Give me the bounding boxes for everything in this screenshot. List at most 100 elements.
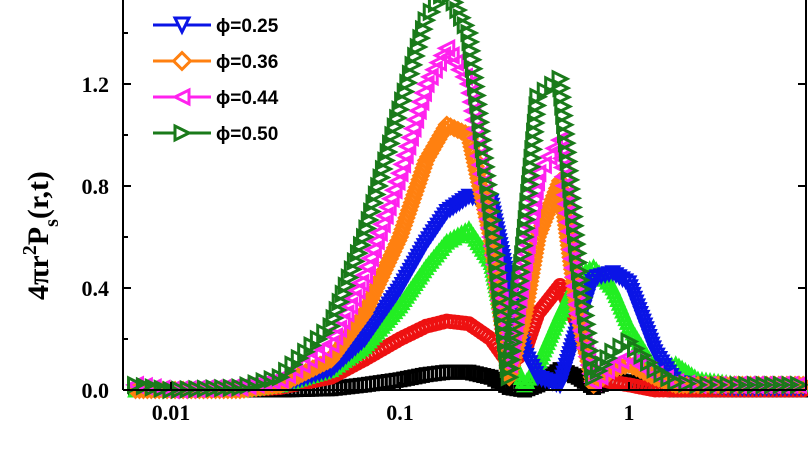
data-point	[360, 248, 379, 268]
data-point	[567, 234, 587, 254]
data-point	[454, 193, 472, 210]
data-point	[436, 38, 456, 58]
data-point	[563, 188, 583, 208]
data-point	[205, 378, 225, 398]
data-point	[402, 119, 422, 139]
data-point	[555, 106, 575, 126]
data-point	[127, 375, 146, 395]
data-point	[699, 375, 719, 395]
data-point	[374, 206, 394, 226]
data-point	[363, 240, 382, 260]
data-point	[346, 281, 366, 300]
data-point	[709, 375, 729, 395]
data-point	[400, 128, 419, 147]
data-point	[599, 348, 619, 368]
data-point	[419, 67, 439, 87]
legend-entry: ϕ=0.44	[153, 87, 279, 109]
legend-entry: ϕ=0.25	[153, 16, 279, 37]
data-point	[566, 216, 585, 236]
data-point	[746, 375, 766, 395]
data-point	[441, 201, 459, 219]
data-point	[153, 379, 173, 399]
data-point	[564, 197, 584, 217]
data-point	[389, 163, 409, 183]
data-point	[438, 204, 456, 221]
data-point	[454, 67, 473, 87]
data-point	[764, 375, 784, 395]
data-point	[354, 265, 374, 285]
x-axis-label: r	[448, 444, 461, 455]
data-point	[553, 87, 573, 107]
data-point	[450, 195, 468, 213]
data-point	[565, 207, 585, 227]
data-point	[392, 154, 412, 174]
data-point	[306, 344, 326, 364]
data-point	[371, 214, 391, 234]
y-tick-label: 0.0	[82, 378, 110, 403]
legend-label: ϕ=0.44	[216, 88, 279, 109]
legend: ϕ=0.25 ϕ=0.36 ϕ=0.44 ϕ=0.50	[153, 16, 279, 145]
data-point	[556, 115, 575, 135]
data-point	[214, 378, 234, 398]
legend-marker	[173, 123, 193, 143]
data-point	[790, 375, 808, 395]
data-point	[755, 375, 775, 395]
x-tick-label: 0.1	[386, 400, 414, 425]
data-point	[594, 355, 614, 374]
x-tick-label: 1	[624, 400, 635, 425]
data-point	[729, 375, 749, 395]
data-point	[445, 53, 465, 73]
data-point	[343, 288, 362, 308]
data-point	[432, 46, 452, 65]
data-point	[557, 133, 577, 153]
data-point	[558, 142, 578, 162]
legend-label: ϕ=0.25	[216, 16, 279, 37]
data-point	[386, 172, 406, 192]
data-point	[551, 69, 571, 89]
data-point	[583, 372, 603, 392]
data-point	[559, 152, 579, 171]
series-ϕ=0.50	[127, 0, 808, 400]
data-point	[667, 372, 687, 392]
legend-marker	[171, 87, 191, 107]
data-point	[444, 199, 462, 217]
data-point	[447, 197, 465, 215]
data-point	[365, 231, 385, 251]
legend-label: ϕ=0.36	[216, 52, 278, 73]
data-point	[413, 83, 432, 103]
y-axis-label: 4πr2Ps(r,t)	[19, 171, 63, 300]
series-ϕ=0.36	[126, 115, 808, 400]
data-point	[557, 124, 576, 144]
data-point	[560, 161, 580, 181]
data-point	[350, 273, 370, 293]
y-tick-label: 1.2	[82, 72, 110, 97]
data-point	[410, 92, 430, 112]
data-point	[423, 60, 443, 80]
data-point	[313, 339, 333, 359]
legend-label: ϕ=0.50	[216, 124, 278, 145]
axes: 0.0 0.4 0.8 1.2 0.01 0.1 1	[82, 0, 807, 425]
data-point	[678, 374, 698, 394]
data-point	[772, 375, 792, 395]
data-point	[689, 375, 709, 395]
legend-marker	[172, 16, 192, 36]
data-point	[562, 179, 582, 199]
data-point	[357, 257, 376, 277]
data-point	[738, 375, 758, 395]
data-point	[781, 375, 801, 395]
data-point	[377, 197, 397, 217]
data-point	[383, 180, 403, 200]
data-point	[394, 145, 414, 165]
legend-entry: ϕ=0.50	[153, 123, 278, 145]
data-point	[368, 223, 388, 243]
data-point	[320, 334, 340, 354]
x-tick-label: 0.01	[152, 400, 191, 425]
data-point	[568, 243, 588, 263]
legend-entry: ϕ=0.36	[153, 50, 278, 73]
data-point	[561, 170, 581, 190]
data-point	[552, 78, 572, 98]
data-point	[589, 361, 609, 381]
data-point	[554, 97, 574, 116]
legend-marker	[171, 50, 193, 72]
